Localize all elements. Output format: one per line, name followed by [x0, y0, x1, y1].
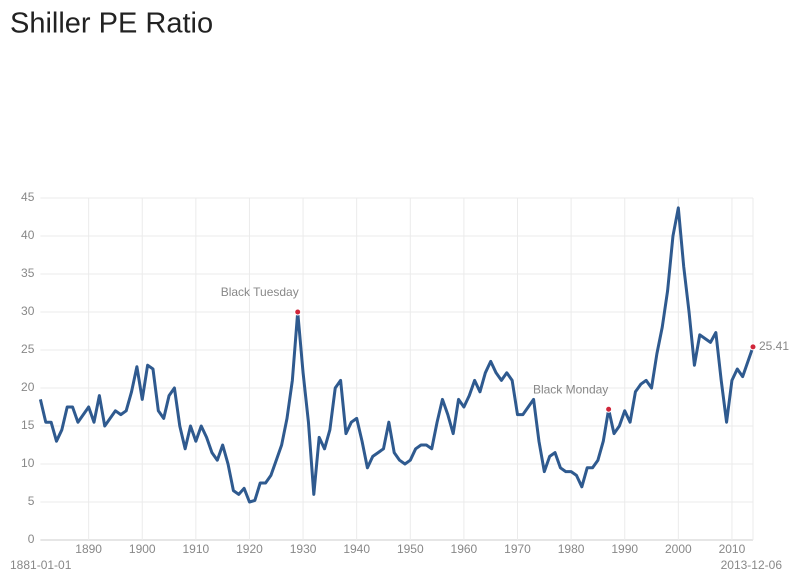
end-marker — [749, 343, 757, 351]
y-tick-label: 40 — [21, 228, 35, 242]
x-tick-label: 1930 — [290, 542, 317, 556]
x-tick-label: 1970 — [504, 542, 531, 556]
y-tick-label: 30 — [21, 304, 35, 318]
x-tick-label: 1990 — [611, 542, 638, 556]
x-start-label: 1881-01-01 — [10, 558, 72, 572]
y-tick-label: 20 — [21, 380, 35, 394]
chart-title: Shiller PE Ratio — [10, 8, 213, 40]
series-line — [38, 206, 755, 504]
y-tick-label: 0 — [28, 532, 35, 546]
x-tick-label: 1940 — [343, 542, 370, 556]
x-tick-label: 1980 — [558, 542, 585, 556]
x-tick-label: 1900 — [129, 542, 156, 556]
y-tick-label: 10 — [21, 456, 35, 470]
x-end-label: 2013-12-06 — [721, 558, 783, 572]
end-value-label: 25.41 — [759, 339, 789, 353]
x-tick-label: 2010 — [719, 542, 746, 556]
y-tick-label: 25 — [21, 342, 35, 356]
y-tick-label: 35 — [21, 266, 35, 280]
y-tick-label: 5 — [28, 494, 35, 508]
x-tick-label: 1910 — [183, 542, 210, 556]
x-tick-label: 1890 — [75, 542, 102, 556]
y-tick-label: 45 — [21, 190, 35, 204]
y-tick-label: 15 — [21, 418, 35, 432]
annotation-label: Black Tuesday — [221, 285, 299, 299]
annotation-marker — [605, 405, 613, 413]
annotation-label: Black Monday — [533, 382, 608, 396]
x-tick-label: 1920 — [236, 542, 263, 556]
x-tick-label: 1950 — [397, 542, 424, 556]
annotation-marker — [294, 308, 302, 316]
x-tick-label: 2000 — [665, 542, 692, 556]
x-tick-label: 1960 — [451, 542, 478, 556]
